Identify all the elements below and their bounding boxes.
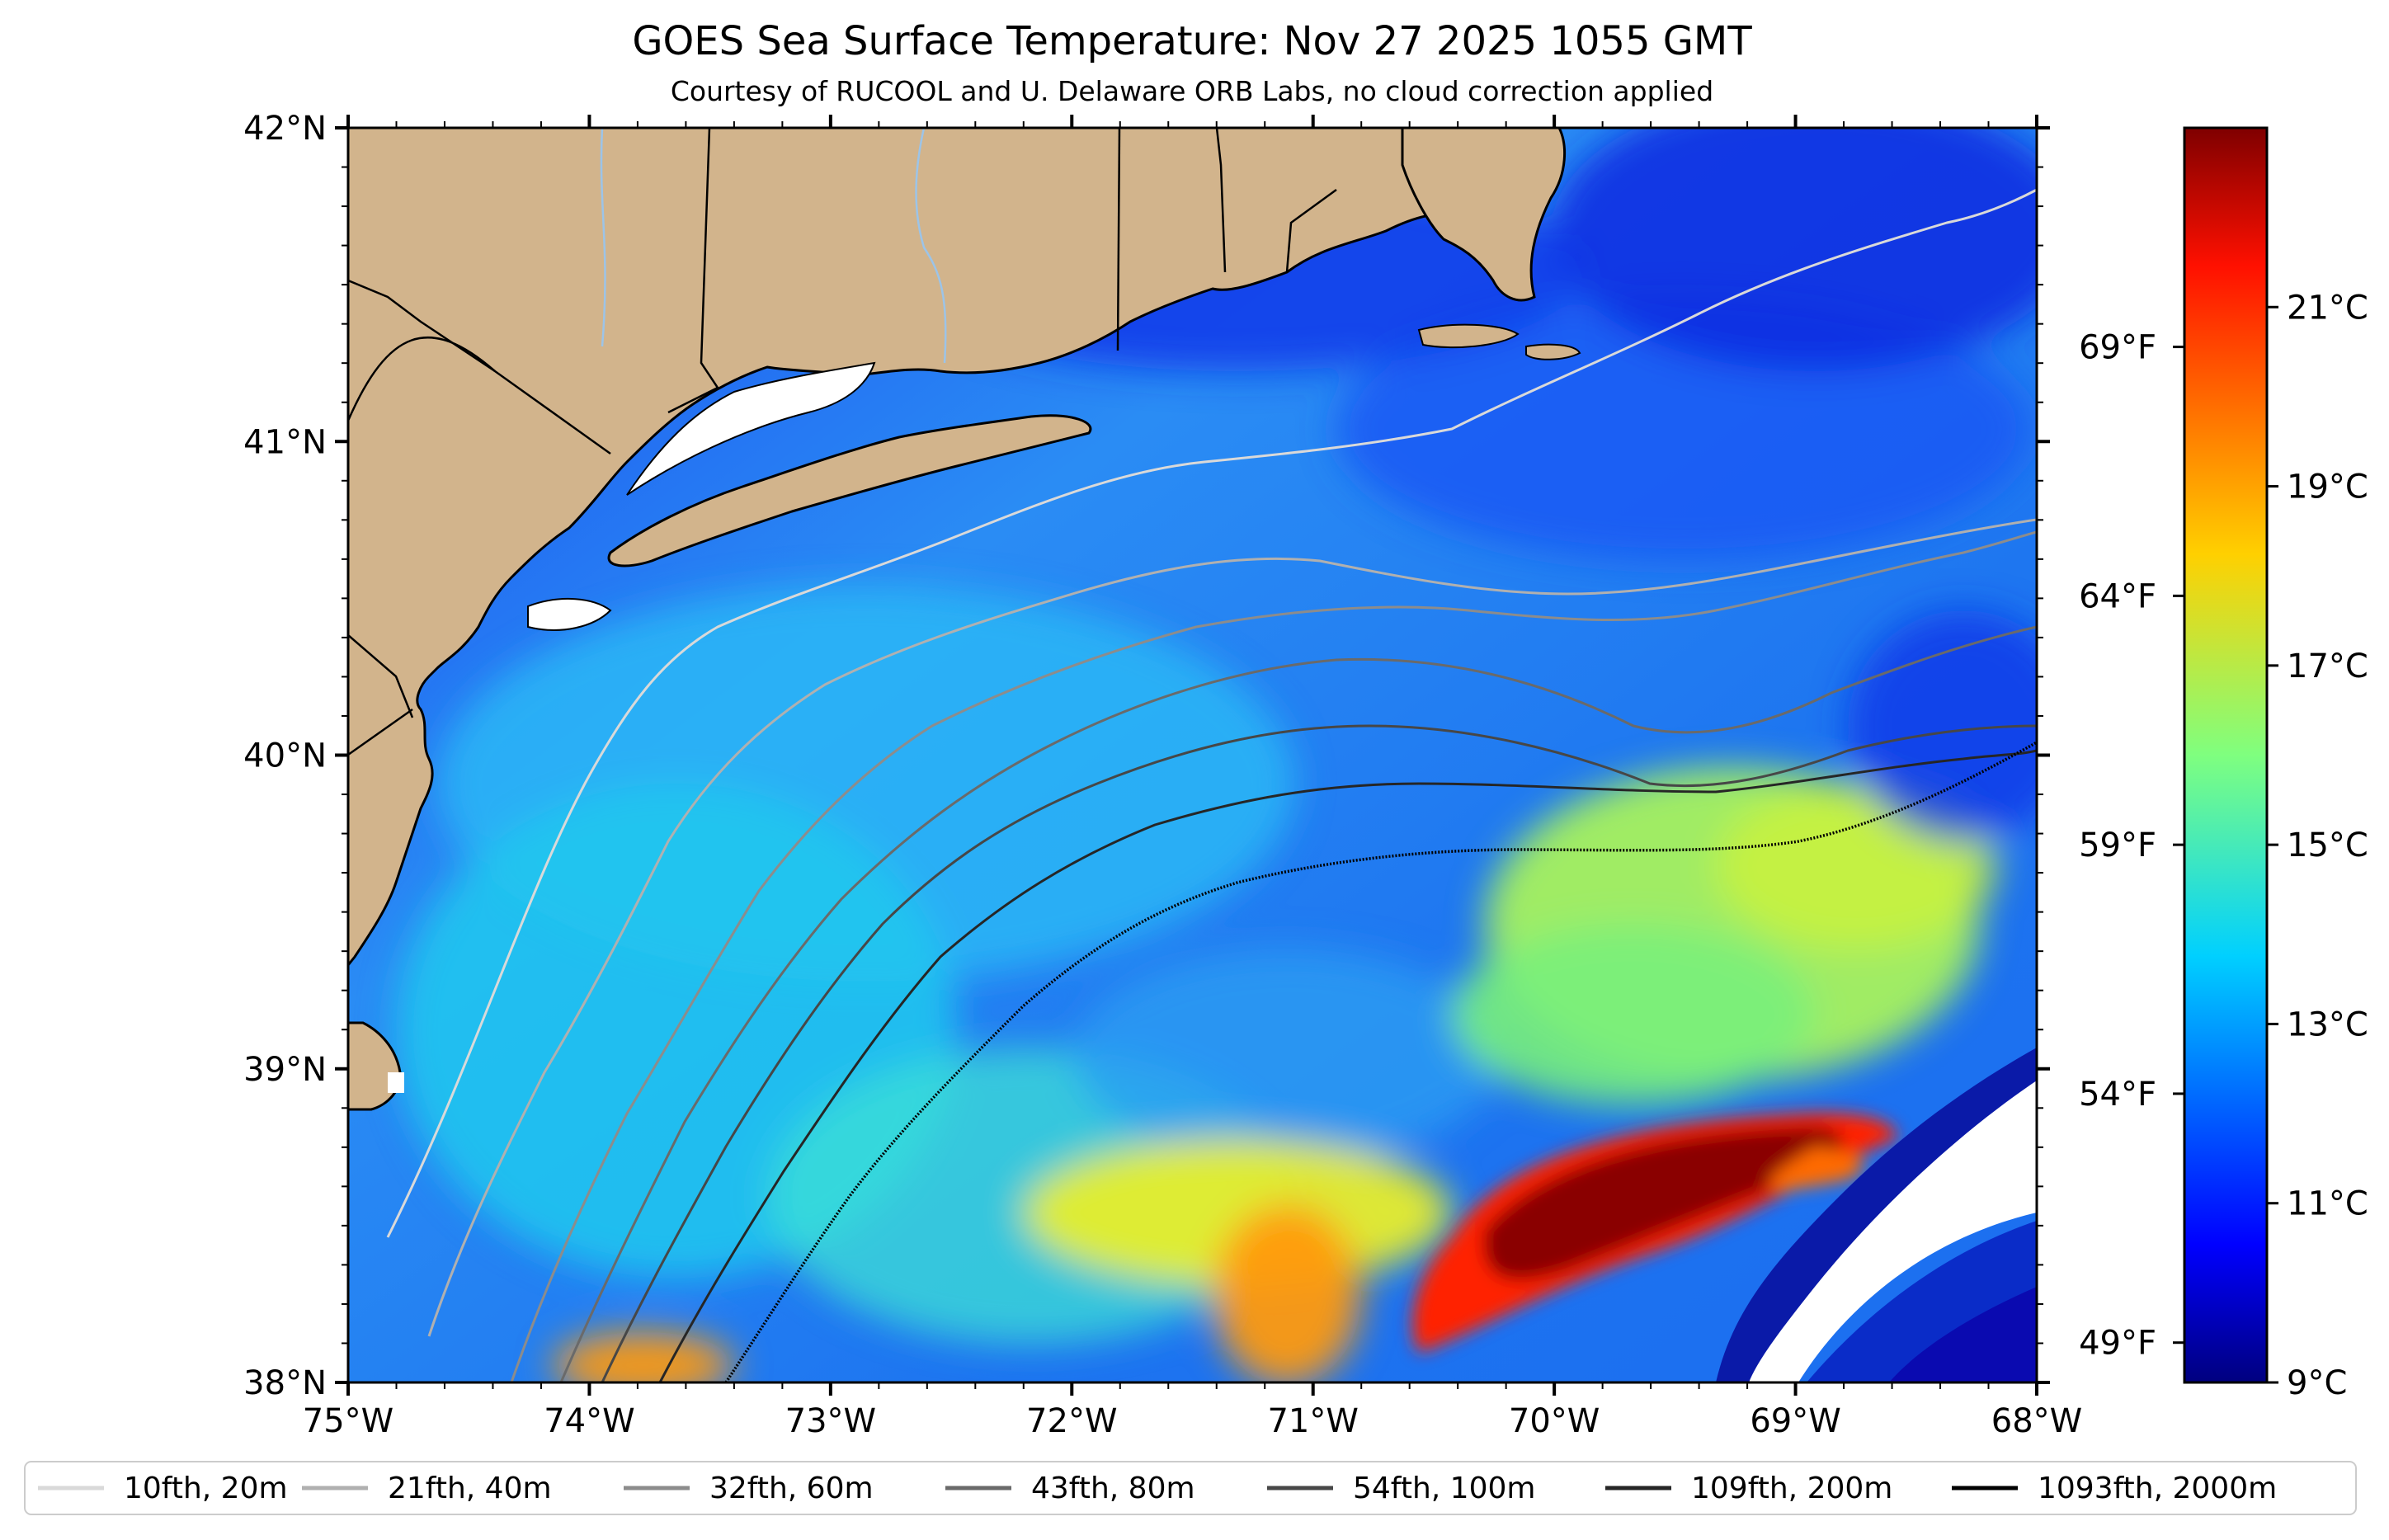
sst-field [348,128,2037,1382]
latitude-axis: 38°N 39°N 40°N 41°N 42°N [243,110,2050,1402]
legend-label: 32fth, 60m [709,1472,874,1505]
legend-label: 43fth, 80m [1031,1472,1195,1505]
celsius-tick-label: 21°C [2287,289,2368,327]
fahrenheit-tick-label: 54°F [2079,1076,2156,1114]
state-borders [348,128,1337,756]
lat-tick-label: 38°N [243,1364,327,1402]
contour-2000m [724,741,2037,1382]
map-subtitle: Courtesy of RUCOOL and U. Delaware ORB L… [671,75,1713,107]
legend-frame [24,1461,2357,1515]
fahrenheit-tick-label: 64°F [2079,577,2156,615]
lon-tick-label: 72°W [1026,1402,1117,1440]
fahrenheit-tick-label: 49°F [2079,1325,2156,1363]
lon-tick-label: 70°W [1509,1402,1600,1440]
celsius-tick-label: 9°C [2287,1364,2347,1402]
colorbar-gradient [2183,126,2269,1384]
lon-tick-label: 68°W [1991,1402,2082,1440]
lon-tick-label: 75°W [303,1402,393,1440]
celsius-tick-label: 19°C [2287,469,2368,506]
legend-label: 1093fth, 2000m [2038,1472,2277,1505]
legend-label: 21fth, 40m [388,1472,552,1505]
legend-label: 54fth, 100m [1353,1472,1535,1505]
no-data-patches [388,361,876,1093]
contour-100m [601,724,2037,1382]
lat-tick-label: 41°N [243,423,327,461]
bathymetry-contours [386,188,2037,1382]
land [348,128,1581,1111]
lat-tick-label: 42°N [243,110,327,148]
legend-items: 10fth, 20m 21fth, 40m 32fth, 60m 43fth, 80m… [38,1472,2277,1505]
legend: 10fth, 20m 21fth, 40m 32fth, 60m 43fth, 80m… [24,1461,2357,1515]
rivers [600,128,947,364]
longitude-axis: 75°W 74°W 73°W 72°W 71°W 70°W 69°W 68°W [303,115,2082,1440]
fahrenheit-tick-label: 69°F [2079,329,2156,367]
contour-20m [386,188,2037,1238]
fahrenheit-tick-label: 59°F [2079,827,2156,864]
fahrenheit-axis: 69°F 64°F 59°F 54°F 49°F [2079,329,2184,1363]
lon-tick-label: 74°W [544,1402,634,1440]
lon-tick-label: 69°W [1750,1402,1840,1440]
celsius-tick-label: 17°C [2287,648,2368,685]
celsius-tick-label: 13°C [2287,1005,2368,1043]
legend-label: 109fth, 200m [1691,1472,1892,1505]
lon-tick-label: 73°W [785,1402,876,1440]
lat-tick-label: 40°N [243,737,327,775]
contour-40m [427,518,2037,1337]
celsius-tick-label: 15°C [2287,827,2368,864]
map-panel [348,128,2037,1382]
map-title: GOES Sea Surface Temperature: Nov 27 202… [632,18,1752,64]
colorbar-ticks: 9°C 11°C 13°C 15°C 17°C 19°C 21°C [2267,289,2368,1402]
contour-200m [658,749,2037,1382]
contour-60m [510,530,2037,1382]
contour-80m [559,625,2037,1382]
legend-label: 10fth, 20m [124,1472,288,1505]
colorbar: 9°C 11°C 13°C 15°C 17°C 19°C 21°C [2183,126,2368,1402]
lat-tick-label: 39°N [243,1051,327,1089]
lon-tick-label: 71°W [1267,1402,1358,1440]
celsius-tick-label: 11°C [2287,1185,2368,1223]
